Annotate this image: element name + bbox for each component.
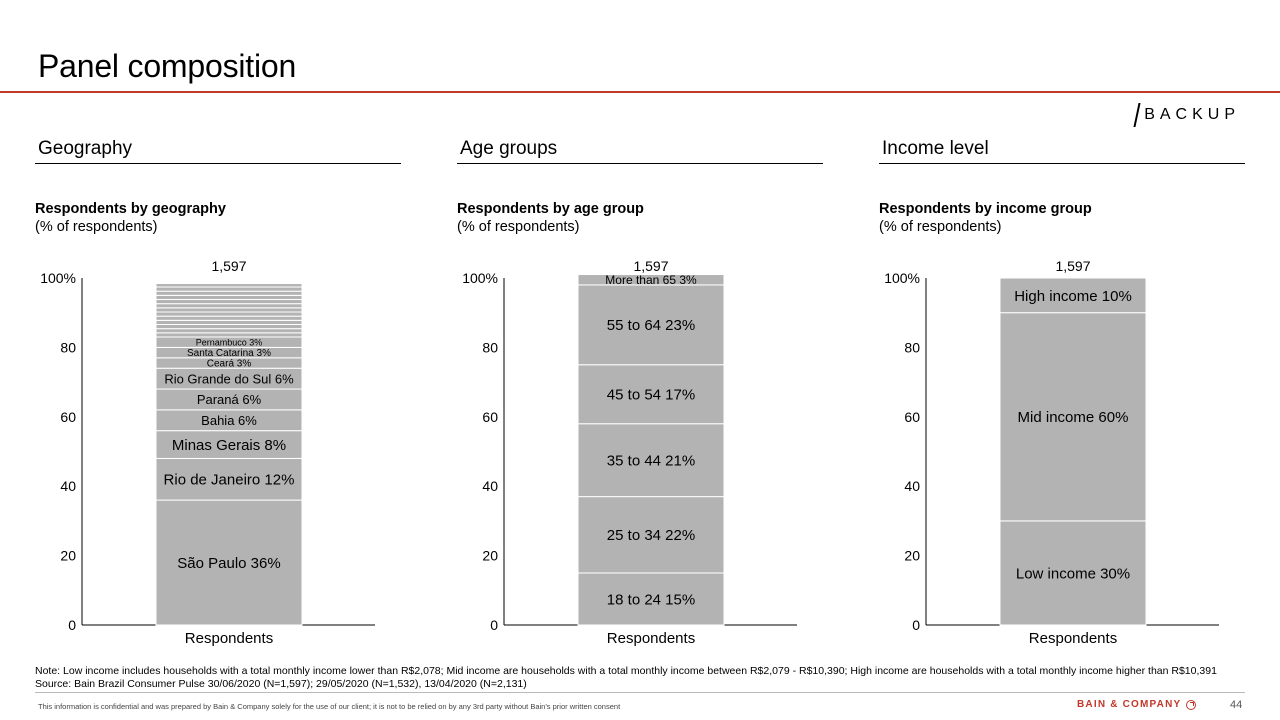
page-number: 44 bbox=[1230, 699, 1243, 711]
segment-label: Santa Catarina 3% bbox=[187, 348, 271, 359]
panel-heading: Income level bbox=[882, 138, 989, 159]
segment-label: Paraná 6% bbox=[197, 392, 262, 407]
bar-segment bbox=[155, 457, 303, 501]
bar-segment bbox=[155, 430, 303, 459]
y-tick-label: 80 bbox=[60, 339, 76, 355]
y-tick-label: 40 bbox=[60, 478, 76, 494]
segment-label: Rio Grande do Sul 6% bbox=[164, 371, 294, 386]
bar-segment bbox=[155, 499, 303, 626]
y-tick-label: 100% bbox=[40, 270, 76, 286]
total-label: 1,597 bbox=[211, 258, 246, 274]
bar-segment bbox=[155, 286, 303, 292]
panel-income-level: Income level Respondents by income group… bbox=[879, 0, 1259, 660]
panel-geography: Geography Respondents by geography (% of… bbox=[35, 0, 415, 660]
income-chart: 0 20 40 60 80 100% Low income 30% Mid income 60… bbox=[884, 258, 1219, 647]
x-tick-label: Respondents bbox=[607, 630, 695, 647]
chart-unit: (% of respondents) bbox=[879, 219, 1002, 235]
y-tick-label: 100% bbox=[884, 270, 920, 286]
y-tick-label: 80 bbox=[482, 339, 498, 355]
bar-segment bbox=[999, 312, 1147, 522]
bar-segment bbox=[155, 332, 303, 338]
x-tick-label: Respondents bbox=[185, 630, 273, 647]
panel-divider bbox=[35, 163, 401, 164]
segment-label: 35 to 44 21% bbox=[607, 453, 695, 470]
y-tick-label: 0 bbox=[68, 617, 76, 633]
panel-divider bbox=[457, 163, 823, 164]
y-tick-label: 60 bbox=[904, 409, 920, 425]
bar-segment bbox=[577, 423, 725, 498]
bar-segment bbox=[155, 319, 303, 325]
logo-mark-icon bbox=[1186, 699, 1197, 710]
bar-segment bbox=[999, 277, 1147, 314]
bar-segment bbox=[577, 364, 725, 425]
y-tick-label: 60 bbox=[60, 409, 76, 425]
segment-label: 25 to 34 22% bbox=[607, 527, 695, 544]
segment-label: 18 to 24 15% bbox=[607, 591, 695, 608]
bar-segment bbox=[155, 315, 303, 321]
bar-segment bbox=[155, 303, 303, 309]
page-title: Panel composition bbox=[38, 48, 297, 84]
y-tick-label: 20 bbox=[60, 548, 76, 564]
y-tick-label: 20 bbox=[482, 548, 498, 564]
chart-subtitle: Respondents by income group bbox=[879, 201, 1092, 217]
confidentiality-notice: This information is confidential and was… bbox=[38, 702, 621, 711]
bar-segment bbox=[155, 290, 303, 296]
note-text: Note: Low income includes households wit… bbox=[35, 665, 1217, 677]
bar-segment bbox=[155, 311, 303, 317]
geography-chart: 0 20 40 60 80 100% São Paulo 36% Rio de Janeiro… bbox=[40, 258, 375, 647]
segment-label: More than 65 3% bbox=[605, 273, 697, 287]
chart-subtitle: Respondents by geography bbox=[35, 201, 226, 217]
bar-segment bbox=[577, 572, 725, 626]
title-divider bbox=[0, 91, 1280, 93]
panel-heading: Age groups bbox=[460, 138, 558, 159]
y-tick-label: 100% bbox=[462, 270, 498, 286]
y-tick-label: 0 bbox=[912, 617, 920, 633]
bar-segment bbox=[155, 328, 303, 334]
segment-label: High income 10% bbox=[1014, 288, 1132, 305]
bar-segment bbox=[155, 283, 303, 288]
x-tick-label: Respondents bbox=[1029, 630, 1117, 647]
segment-label: Bahia 6% bbox=[201, 413, 257, 428]
chart-subtitle: Respondents by age group bbox=[457, 201, 644, 217]
age-chart: 0 20 40 60 80 100% 18 to 24 15% 25 to 34 22% 35 … bbox=[462, 258, 797, 647]
bar-segment bbox=[999, 520, 1147, 626]
panel-divider bbox=[879, 163, 1245, 164]
y-tick-label: 40 bbox=[482, 478, 498, 494]
y-tick-label: 80 bbox=[904, 339, 920, 355]
source-text: Source: Bain Brazil Consumer Pulse 30/06… bbox=[35, 678, 527, 690]
segment-label: Minas Gerais 8% bbox=[172, 437, 286, 454]
footnote: Note: Low income includes households wit… bbox=[35, 665, 1255, 691]
total-label: 1,597 bbox=[1055, 258, 1090, 274]
bar-segment bbox=[577, 284, 725, 366]
bar-segment bbox=[155, 299, 303, 305]
bar-segment bbox=[155, 307, 303, 313]
y-tick-label: 60 bbox=[482, 409, 498, 425]
bar-segment bbox=[155, 323, 303, 330]
bar-segment bbox=[577, 496, 725, 574]
segment-label: 55 to 64 23% bbox=[607, 317, 695, 334]
segment-label: Mid income 60% bbox=[1018, 409, 1129, 426]
bar-segment bbox=[577, 274, 725, 286]
segment-label: Low income 30% bbox=[1016, 565, 1130, 582]
y-tick-label: 20 bbox=[904, 548, 920, 564]
chart-unit: (% of respondents) bbox=[457, 219, 580, 235]
backup-tag: BACKUP bbox=[1133, 103, 1240, 127]
segment-label: Rio de Janeiro 12% bbox=[164, 472, 295, 489]
segment-label: 45 to 54 17% bbox=[607, 387, 695, 404]
footer-divider bbox=[35, 692, 1245, 693]
y-tick-label: 0 bbox=[490, 617, 498, 633]
segment-label: Pernambuco 3% bbox=[196, 337, 263, 347]
segment-label: Ceará 3% bbox=[207, 359, 252, 370]
segment-label: São Paulo 36% bbox=[177, 555, 280, 572]
bar-segment bbox=[155, 294, 303, 301]
company-logo: BAIN & COMPANY bbox=[1077, 699, 1197, 710]
chart-unit: (% of respondents) bbox=[35, 219, 158, 235]
backup-label: BACKUP bbox=[1144, 106, 1240, 123]
y-tick-label: 40 bbox=[904, 478, 920, 494]
total-label: 1,597 bbox=[633, 258, 668, 274]
panel-heading: Geography bbox=[38, 138, 133, 159]
panel-age-groups: Age groups Respondents by age group (% o… bbox=[457, 0, 837, 660]
logo-text: BAIN & COMPANY bbox=[1077, 699, 1182, 710]
